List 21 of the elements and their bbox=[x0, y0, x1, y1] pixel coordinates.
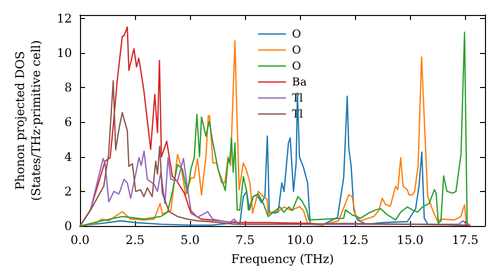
legend-label: O bbox=[292, 60, 302, 72]
y-tick-label: 2 bbox=[64, 184, 72, 198]
x-tick-label: 17.5 bbox=[452, 233, 479, 247]
x-tick-label: 5.0 bbox=[180, 233, 200, 247]
x-tick-label: 7.5 bbox=[236, 233, 255, 247]
y-tick-label: 0 bbox=[64, 219, 72, 233]
x-axis-title: Frequency (THz) bbox=[231, 252, 334, 266]
y-tick-label: 8 bbox=[64, 80, 72, 95]
x-tick-label: 15.0 bbox=[396, 233, 424, 247]
x-tick-label: 0.0 bbox=[70, 233, 90, 247]
y-tick-label: 10 bbox=[56, 46, 72, 60]
x-tick-label: 2.5 bbox=[125, 233, 145, 247]
legend-label: O bbox=[292, 44, 302, 56]
y-tick-label: 6 bbox=[64, 115, 72, 130]
y-axis-title: Phonon projected DOS (States/THz·primitive cell) bbox=[13, 40, 43, 201]
legend-label: Ba bbox=[292, 76, 308, 88]
y-tick-label: 12 bbox=[56, 11, 72, 26]
x-tick-label: 12.5 bbox=[342, 233, 368, 247]
legend-label: O bbox=[292, 28, 302, 40]
y-tick-label: 4 bbox=[64, 150, 72, 164]
x-tick-label: 10.0 bbox=[286, 233, 314, 247]
